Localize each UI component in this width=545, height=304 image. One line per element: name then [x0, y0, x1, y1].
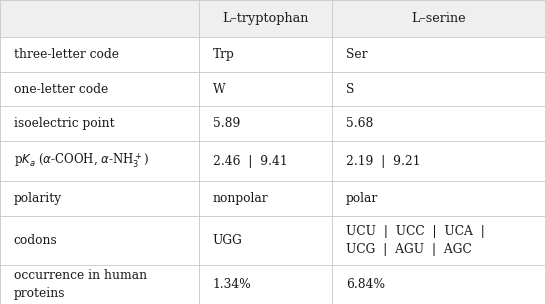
- Text: W: W: [213, 83, 225, 96]
- Text: Ser: Ser: [346, 48, 367, 61]
- Bar: [332, 0, 545, 37]
- Bar: [199, 216, 332, 265]
- Bar: [0, 72, 199, 106]
- Text: 2.19  |  9.21: 2.19 | 9.21: [346, 154, 421, 168]
- Bar: [0, 37, 199, 72]
- Text: L–serine: L–serine: [411, 12, 466, 25]
- Text: L–tryptophan: L–tryptophan: [222, 12, 309, 25]
- Text: S: S: [346, 83, 354, 96]
- Bar: [0, 141, 199, 181]
- Bar: [199, 141, 332, 181]
- Bar: [199, 265, 332, 304]
- Text: 6.84%: 6.84%: [346, 278, 385, 291]
- Text: 1.34%: 1.34%: [213, 278, 251, 291]
- Text: p$K_a$ ($\alpha$-COOH, $\alpha$-NH$_3^+$): p$K_a$ ($\alpha$-COOH, $\alpha$-NH$_3^+$…: [14, 152, 149, 171]
- Bar: [332, 181, 545, 216]
- Bar: [0, 265, 199, 304]
- Bar: [199, 37, 332, 72]
- Text: Trp: Trp: [213, 48, 234, 61]
- Bar: [0, 0, 199, 37]
- Bar: [199, 0, 332, 37]
- Bar: [332, 106, 545, 141]
- Text: polarity: polarity: [14, 192, 62, 205]
- Bar: [332, 141, 545, 181]
- Bar: [0, 216, 199, 265]
- Text: three-letter code: three-letter code: [14, 48, 119, 61]
- Bar: [332, 72, 545, 106]
- Text: UGG: UGG: [213, 234, 243, 247]
- Text: isoelectric point: isoelectric point: [14, 117, 114, 130]
- Bar: [199, 106, 332, 141]
- Text: UCU  |  UCC  |  UCA  |
UCG  |  AGU  |  AGC: UCU | UCC | UCA | UCG | AGU | AGC: [346, 225, 485, 256]
- Text: 5.89: 5.89: [213, 117, 240, 130]
- Text: nonpolar: nonpolar: [213, 192, 268, 205]
- Bar: [199, 181, 332, 216]
- Text: codons: codons: [14, 234, 57, 247]
- Text: polar: polar: [346, 192, 378, 205]
- Text: one-letter code: one-letter code: [14, 83, 108, 96]
- Bar: [332, 265, 545, 304]
- Bar: [0, 181, 199, 216]
- Bar: [0, 106, 199, 141]
- Text: 2.46  |  9.41: 2.46 | 9.41: [213, 154, 287, 168]
- Bar: [332, 216, 545, 265]
- Bar: [332, 37, 545, 72]
- Text: occurrence in human
proteins: occurrence in human proteins: [14, 269, 147, 300]
- Text: 5.68: 5.68: [346, 117, 373, 130]
- Bar: [199, 72, 332, 106]
